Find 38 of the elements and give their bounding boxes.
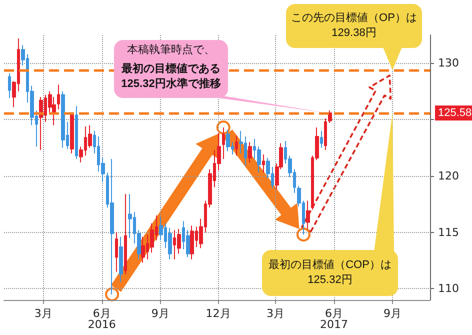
candlestick [324, 118, 327, 151]
annotation: 本稿執筆時点で、 [126, 43, 216, 58]
candlestick [8, 72, 11, 99]
x-tick-label: 12月 [206, 307, 231, 320]
ref-line-label: 125.58 [438, 107, 472, 120]
candlestick [248, 142, 252, 163]
x-tick-label: 9月 [151, 307, 170, 320]
annotation: 最初の目標値（COP）は125.32円 [268, 258, 392, 288]
candlestick [70, 112, 74, 154]
x-tick-label: 6月 2016 [88, 307, 116, 331]
candlestick [226, 129, 230, 152]
x-tick-label: 6月 2017 [320, 307, 348, 331]
candlestick [190, 225, 194, 260]
annotation: この先の目標値（OP）は129.38円 [290, 11, 418, 41]
candlestick [75, 106, 78, 160]
candlestick [328, 110, 332, 124]
candlestick [39, 96, 43, 151]
candlestick [115, 232, 118, 272]
candlestick [262, 154, 265, 174]
candlestick [61, 90, 65, 148]
candlestick [57, 84, 60, 110]
candlestick [306, 200, 310, 230]
y-tick-label: 130 [438, 56, 459, 70]
candlestick [222, 126, 225, 160]
candlestick [141, 236, 145, 264]
x-tick-label: 3月 [34, 307, 52, 320]
candlestick [320, 130, 323, 148]
x-tick-label: 9月 [383, 307, 402, 320]
candlestick [235, 134, 238, 156]
candlestick [119, 236, 123, 282]
annotation: 最初の目標値である125.32円水準で推移 [120, 62, 222, 92]
candlestick [110, 158, 114, 295]
y-tick-label: 115 [438, 226, 459, 239]
x-tick-label: 3月 [266, 307, 284, 320]
candlestick [168, 227, 172, 260]
y-tick-label: 110 [438, 282, 459, 296]
candlestick [124, 194, 127, 275]
y-tick-label: 120 [438, 169, 459, 182]
